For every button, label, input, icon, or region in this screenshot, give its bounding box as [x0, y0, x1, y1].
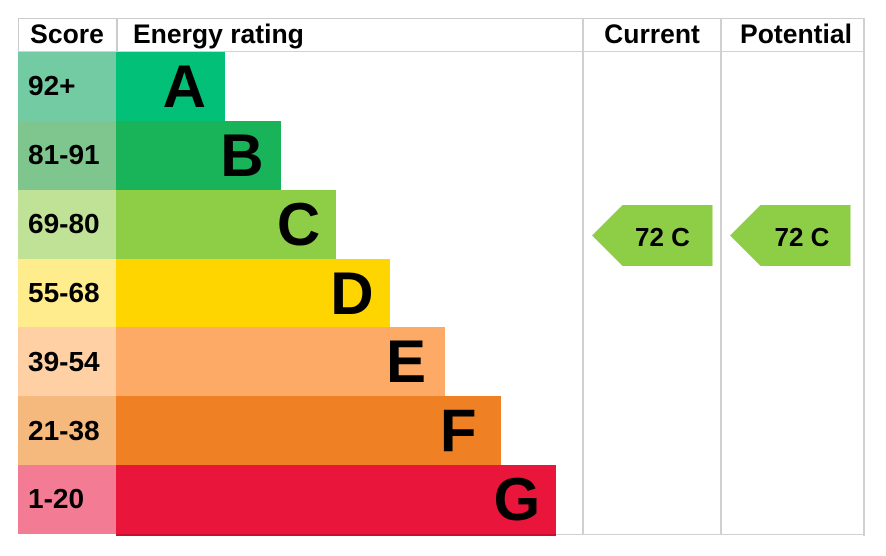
svg-text:72 C: 72 C	[635, 222, 690, 252]
svg-text:72 C: 72 C	[774, 222, 829, 252]
